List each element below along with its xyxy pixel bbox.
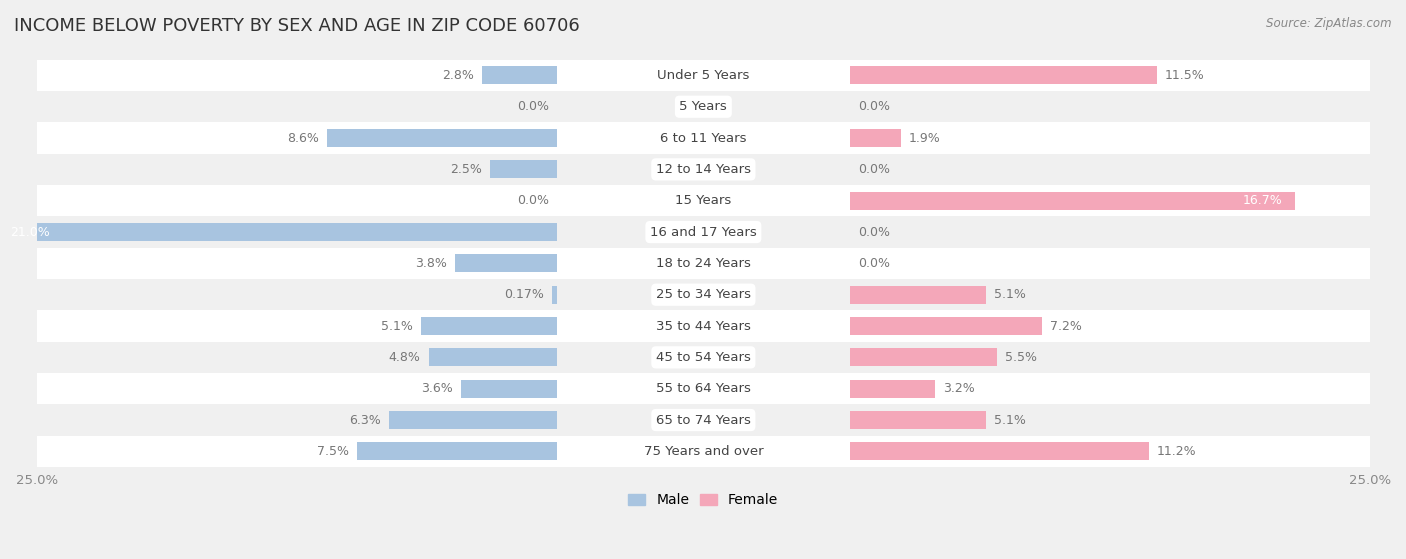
Text: 5.1%: 5.1% (994, 288, 1026, 301)
Bar (420, 317, 557, 335)
Text: 7.2%: 7.2% (1050, 320, 1081, 333)
Text: 2.5%: 2.5% (450, 163, 482, 176)
Text: 55 to 64 Years: 55 to 64 Years (657, 382, 751, 395)
Bar (461, 380, 557, 398)
FancyBboxPatch shape (37, 185, 1369, 216)
Bar (851, 129, 901, 147)
Text: 2.8%: 2.8% (443, 69, 474, 82)
Bar (851, 317, 1042, 335)
Bar (851, 348, 997, 367)
Text: Source: ZipAtlas.com: Source: ZipAtlas.com (1267, 17, 1392, 30)
Text: 4.8%: 4.8% (389, 351, 420, 364)
Text: 6.3%: 6.3% (349, 414, 381, 427)
FancyBboxPatch shape (37, 91, 1369, 122)
Text: INCOME BELOW POVERTY BY SEX AND AGE IN ZIP CODE 60706: INCOME BELOW POVERTY BY SEX AND AGE IN Z… (14, 17, 579, 35)
Bar (851, 380, 935, 398)
FancyBboxPatch shape (37, 404, 1369, 435)
Text: 3.2%: 3.2% (943, 382, 976, 395)
FancyBboxPatch shape (37, 310, 1369, 342)
Text: 3.6%: 3.6% (420, 382, 453, 395)
Text: 65 to 74 Years: 65 to 74 Years (657, 414, 751, 427)
Text: 11.2%: 11.2% (1157, 445, 1197, 458)
Bar (328, 129, 557, 147)
Text: Under 5 Years: Under 5 Years (657, 69, 749, 82)
Legend: Male, Female: Male, Female (623, 488, 785, 513)
Text: 25 to 34 Years: 25 to 34 Years (655, 288, 751, 301)
FancyBboxPatch shape (37, 248, 1369, 279)
Text: 0.0%: 0.0% (858, 257, 890, 270)
Bar (851, 442, 1149, 461)
Text: 16 and 17 Years: 16 and 17 Years (650, 225, 756, 239)
Bar (357, 442, 557, 461)
Text: 5.1%: 5.1% (381, 320, 413, 333)
Text: 0.0%: 0.0% (517, 194, 548, 207)
Text: 0.0%: 0.0% (858, 225, 890, 239)
Text: 11.5%: 11.5% (1164, 69, 1205, 82)
Text: 16.7%: 16.7% (1241, 194, 1282, 207)
Bar (851, 286, 986, 304)
Bar (851, 411, 986, 429)
FancyBboxPatch shape (37, 435, 1369, 467)
Text: 7.5%: 7.5% (316, 445, 349, 458)
Text: 3.8%: 3.8% (416, 257, 447, 270)
Text: 5.5%: 5.5% (1005, 351, 1036, 364)
Text: 0.0%: 0.0% (858, 100, 890, 113)
Bar (388, 411, 557, 429)
Bar (553, 286, 557, 304)
Text: 5 Years: 5 Years (679, 100, 727, 113)
Text: 0.0%: 0.0% (517, 100, 548, 113)
Text: 45 to 54 Years: 45 to 54 Years (657, 351, 751, 364)
FancyBboxPatch shape (37, 216, 1369, 248)
FancyBboxPatch shape (37, 342, 1369, 373)
Text: 75 Years and over: 75 Years and over (644, 445, 763, 458)
Text: 1.9%: 1.9% (908, 131, 941, 145)
Bar (0, 223, 557, 241)
Text: 15 Years: 15 Years (675, 194, 731, 207)
Bar (851, 67, 1157, 84)
Text: 35 to 44 Years: 35 to 44 Years (657, 320, 751, 333)
Text: 8.6%: 8.6% (288, 131, 319, 145)
Text: 0.0%: 0.0% (858, 163, 890, 176)
Bar (851, 192, 1295, 210)
Text: 21.0%: 21.0% (10, 225, 49, 239)
Text: 12 to 14 Years: 12 to 14 Years (655, 163, 751, 176)
Text: 5.1%: 5.1% (994, 414, 1026, 427)
Bar (482, 67, 557, 84)
FancyBboxPatch shape (37, 154, 1369, 185)
Bar (456, 254, 557, 272)
FancyBboxPatch shape (37, 279, 1369, 310)
Bar (429, 348, 557, 367)
Text: 18 to 24 Years: 18 to 24 Years (657, 257, 751, 270)
FancyBboxPatch shape (37, 122, 1369, 154)
Text: 6 to 11 Years: 6 to 11 Years (659, 131, 747, 145)
FancyBboxPatch shape (37, 373, 1369, 404)
Text: 0.17%: 0.17% (505, 288, 544, 301)
Bar (491, 160, 557, 178)
FancyBboxPatch shape (37, 60, 1369, 91)
